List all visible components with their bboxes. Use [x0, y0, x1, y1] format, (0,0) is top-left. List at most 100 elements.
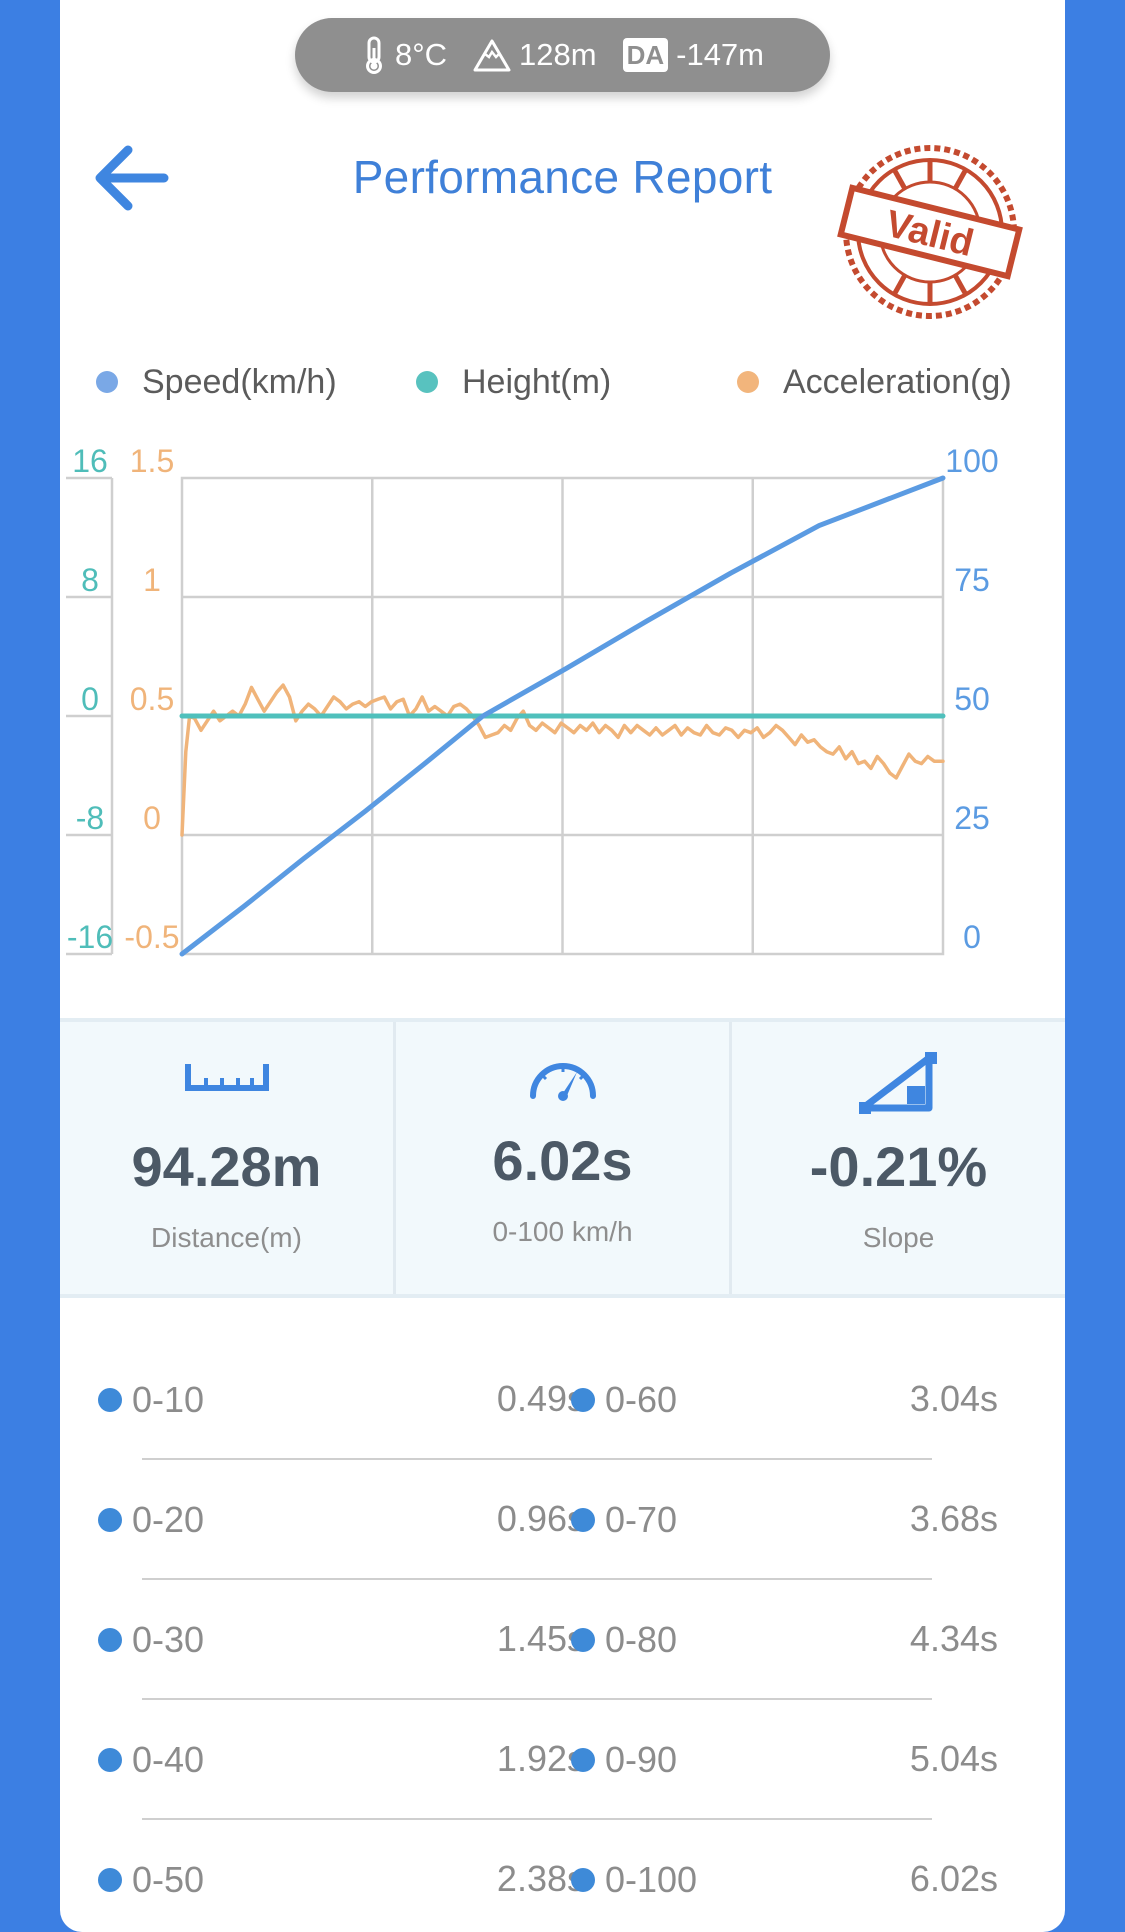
split-time: 3.04s	[909, 1378, 998, 1419]
split-time: 1.92s	[496, 1738, 585, 1779]
split-item: 0-100	[571, 1858, 697, 1902]
split-item: 0-80	[571, 1618, 677, 1662]
slope-icon	[858, 1052, 937, 1114]
speed-tick-label: 50	[954, 681, 990, 717]
speed-tick-label: 100	[945, 443, 998, 479]
chart-series	[179, 475, 946, 957]
speed-tick-label: 75	[954, 562, 990, 598]
legend-dot-speed	[96, 371, 118, 393]
acceleration-tick-label: 1	[143, 562, 161, 598]
legend-label-height: Height(m)	[462, 362, 612, 401]
split-time: 5.04s	[909, 1738, 998, 1779]
altitude-item: 128m	[473, 37, 597, 73]
acceleration-tick-label: 0	[143, 800, 161, 836]
legend-item-speed[interactable]: Speed(km/h)	[96, 363, 337, 402]
altitude-value: 128m	[519, 37, 597, 72]
stats-panel: 94.28m Distance(m) 6.02s 0-100 km/h -0.2…	[60, 1018, 1065, 1298]
legend-label-speed: Speed(km/h)	[142, 362, 337, 401]
row-divider	[142, 1458, 932, 1460]
report-card: 8°C 128m DA -147m Performance Report	[60, 0, 1065, 1932]
stat-slope-label: Slope	[862, 1222, 935, 1253]
split-dot-icon	[98, 1388, 122, 1412]
legend-dot-height	[416, 371, 438, 393]
split-row: 0-30 1.45s 0-80 4.34s	[60, 1580, 1065, 1700]
height-tick-label: 16	[72, 443, 108, 479]
row-divider	[142, 1578, 932, 1580]
legend-dot-acceleration	[737, 371, 759, 393]
split-row: 0-20 0.96s 0-70 3.68s	[60, 1460, 1065, 1580]
split-time: 0.96s	[496, 1498, 585, 1539]
split-item: 0-60	[571, 1378, 677, 1422]
height-tick-label: -16	[67, 919, 113, 955]
chart-tick-labels: 16 8 0 -8 -16 1.5 1 0.5 0 -0.5 100 75 50 25 0	[67, 443, 999, 955]
conditions-bar: 8°C 128m DA -147m	[295, 18, 830, 92]
split-item: 0-10	[98, 1378, 204, 1422]
stat-distance-value: 94.28m	[131, 1135, 322, 1198]
split-dot-icon	[571, 1508, 595, 1532]
stat-time-label: 0-100 km/h	[492, 1216, 633, 1247]
acceleration-tick-label: -0.5	[124, 919, 179, 955]
stat-distance-label: Distance(m)	[151, 1222, 302, 1253]
split-item: 0-50	[98, 1858, 204, 1902]
split-dot-icon	[98, 1628, 122, 1652]
acceleration-tick-label: 0.5	[130, 681, 174, 717]
split-label: 0-80	[605, 1619, 678, 1660]
split-time: 2.38s	[496, 1858, 585, 1899]
series-line-acceleration-g	[180, 683, 945, 837]
density-altitude-value: -147m	[676, 37, 764, 72]
density-altitude-badge: DA	[622, 38, 669, 72]
speedometer-icon	[529, 1063, 596, 1101]
split-label: 0-90	[605, 1739, 678, 1780]
split-dot-icon	[98, 1748, 122, 1772]
split-row: 0-40 1.92s 0-90 5.04s	[60, 1700, 1065, 1820]
split-label: 0-20	[132, 1499, 205, 1540]
temperature-item: 8°C	[361, 36, 447, 74]
row-divider	[142, 1818, 932, 1820]
split-time: 0.49s	[496, 1378, 585, 1419]
stat-time-value: 6.02s	[492, 1129, 633, 1192]
speed-tick-label: 0	[963, 919, 981, 955]
temperature-value: 8°C	[394, 37, 448, 72]
stat-slope: -0.21% Slope	[729, 1022, 1065, 1294]
split-row: 0-10 0.49s 0-60 3.04s	[60, 1340, 1065, 1460]
chart-legend: Speed(km/h) Height(m) Acceleration(g)	[96, 358, 1056, 406]
split-label: 0-40	[132, 1739, 205, 1780]
split-dot-icon	[571, 1628, 595, 1652]
back-button[interactable]	[88, 142, 178, 214]
split-item: 0-90	[571, 1738, 677, 1782]
acceleration-tick-label: 1.5	[130, 443, 174, 479]
split-label: 0-30	[132, 1619, 205, 1660]
valid-stamp: Valid	[837, 145, 1023, 319]
ruler-icon	[184, 1064, 269, 1091]
height-tick-label: 0	[81, 681, 99, 717]
density-altitude-item: DA -147m	[622, 37, 764, 73]
page-title: Performance Report	[352, 151, 773, 203]
split-dot-icon	[571, 1868, 595, 1892]
split-time: 6.02s	[909, 1858, 998, 1899]
row-divider	[142, 1698, 932, 1700]
split-time: 4.34s	[909, 1618, 998, 1659]
legend-item-acceleration[interactable]: Acceleration(g)	[737, 363, 1012, 402]
split-dot-icon	[571, 1748, 595, 1772]
split-label: 0-50	[132, 1859, 205, 1900]
split-label: 0-100	[605, 1859, 698, 1900]
speed-tick-label: 25	[954, 800, 990, 836]
split-item: 0-30	[98, 1618, 204, 1662]
back-arrow-icon	[95, 145, 169, 211]
stat-time: 6.02s 0-100 km/h	[393, 1022, 729, 1294]
split-label: 0-10	[132, 1379, 205, 1420]
split-item: 0-40	[98, 1738, 204, 1782]
split-label: 0-60	[605, 1379, 678, 1420]
stat-slope-value: -0.21%	[809, 1135, 988, 1198]
legend-label-acceleration: Acceleration(g)	[783, 362, 1012, 401]
height-tick-label: 8	[81, 562, 99, 598]
split-time: 1.45s	[496, 1618, 585, 1659]
performance-chart[interactable]: 16 8 0 -8 -16 1.5 1 0.5 0 -0.5 100 75 50 25 0	[60, 430, 1065, 990]
split-dot-icon	[98, 1508, 122, 1532]
split-times-list: 0-10 0.49s 0-60 3.04s 0-20 0.96s 0-70 3.…	[60, 1340, 1065, 1932]
thermometer-icon	[365, 36, 382, 74]
legend-item-height[interactable]: Height(m)	[416, 363, 611, 402]
split-item: 0-70	[571, 1498, 677, 1542]
split-time: 3.68s	[909, 1498, 998, 1539]
split-dot-icon	[571, 1388, 595, 1412]
